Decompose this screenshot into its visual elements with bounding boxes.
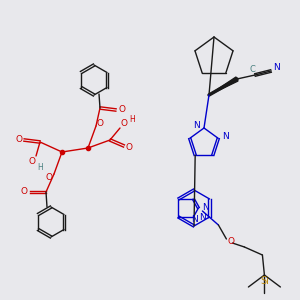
Text: H: H: [37, 164, 43, 172]
Text: N: N: [199, 212, 206, 221]
Text: N: N: [202, 203, 209, 212]
Text: O: O: [16, 134, 22, 143]
Text: N: N: [190, 214, 197, 224]
Polygon shape: [209, 77, 238, 95]
Text: O: O: [97, 118, 104, 127]
Text: O: O: [20, 188, 28, 196]
Text: N: N: [273, 62, 279, 71]
Text: O: O: [121, 119, 128, 128]
Text: O: O: [28, 157, 35, 166]
Text: Si: Si: [260, 276, 269, 286]
Text: C: C: [249, 65, 255, 74]
Text: O: O: [46, 173, 52, 182]
Text: O: O: [228, 236, 235, 245]
Text: O: O: [125, 143, 133, 152]
Text: N: N: [222, 132, 229, 141]
Text: H: H: [129, 116, 135, 124]
Text: N: N: [194, 122, 200, 130]
Text: O: O: [118, 106, 125, 115]
